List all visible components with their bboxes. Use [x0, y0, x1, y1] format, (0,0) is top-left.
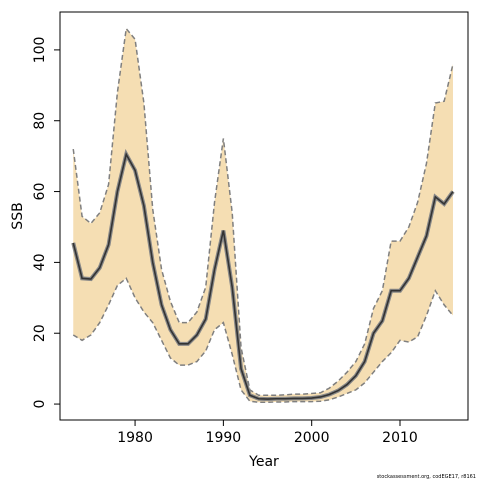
y-tick-label: 40	[32, 253, 48, 271]
confidence-band	[73, 28, 453, 403]
y-tick-label: 100	[32, 37, 48, 64]
y-axis-label: SSB	[10, 202, 26, 229]
x-tick-label: 2000	[294, 430, 330, 446]
x-tick-label: 1990	[206, 430, 242, 446]
y-tick-label: 80	[32, 112, 48, 130]
estimate-line	[72, 152, 454, 400]
upper-bound	[72, 26, 454, 396]
y-tick-label: 60	[32, 183, 48, 201]
x-tick-label: 2010	[382, 430, 418, 446]
plot-frame	[59, 11, 469, 421]
footnote: stockassessment.org, codEGE17, r8161	[377, 474, 476, 480]
x-tick-label: 1980	[117, 430, 153, 446]
x-axis-label: Year	[248, 454, 279, 470]
y-tick-label: 0	[32, 400, 48, 409]
y-tick-label: 20	[32, 324, 48, 342]
lower-bound	[72, 277, 454, 404]
